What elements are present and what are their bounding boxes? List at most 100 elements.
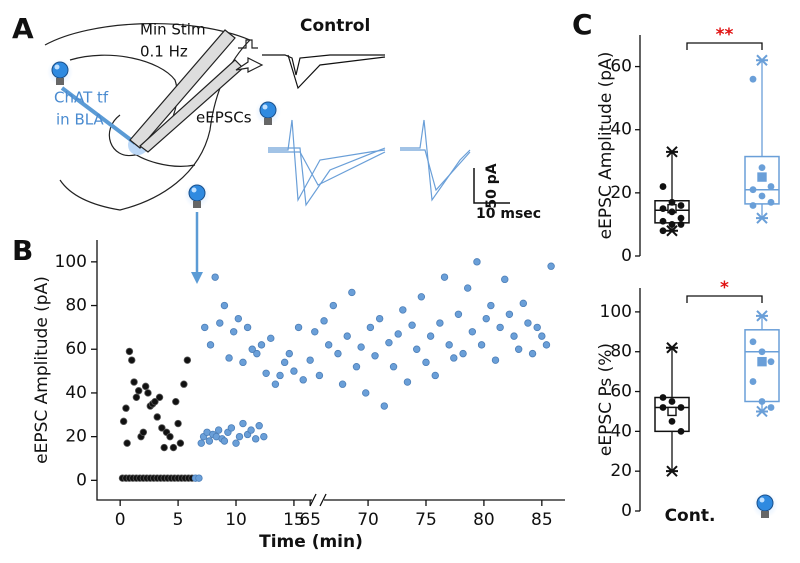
y-tick-label: 0 [621,246,632,266]
data-point [243,323,252,332]
data-point [758,192,766,200]
data-point [132,393,141,402]
data-point [767,183,775,190]
diagram-label: Min Stim [140,21,206,39]
data-point [659,183,667,190]
data-point [749,186,757,194]
data-point [172,397,180,406]
data-point [260,432,268,441]
data-point [205,437,214,445]
y-axis-label: eEPSC Amplitude (pA) [32,276,52,464]
y-axis-label: eEPSC Ps (%) [596,343,616,456]
scale-label: 10 msec [476,206,541,222]
data-point [505,310,514,318]
data-point [255,422,263,430]
data-point [271,380,280,388]
data-point [767,404,775,411]
x-tick-label: 0 [115,510,126,530]
data-point [169,443,178,452]
mean [757,172,767,182]
data-point [385,338,393,347]
data-point [677,221,685,228]
x-tick-label: 15 [283,510,305,530]
data-point [417,293,426,301]
data-point [519,299,527,308]
data-point [280,358,289,367]
data-point [533,323,541,332]
data-point [290,367,298,375]
y-tick-label: 20 [65,427,87,447]
data-point [123,439,131,447]
data-point [160,443,168,452]
x-tick-label: 80 [473,510,495,530]
data-point [324,341,333,349]
significance: * [720,278,729,298]
data-point [235,432,244,441]
data-point [338,380,347,388]
data-point [659,394,667,401]
data-point [122,404,130,412]
y-tick-label: 80 [65,296,87,316]
data-point [436,319,444,327]
data-point [176,439,185,447]
y-tick-label: 100 [600,302,632,322]
data-point [758,398,766,405]
data-point [239,419,247,428]
data-point [294,323,303,332]
data-point [767,198,775,206]
data-point [352,363,361,371]
data-point [315,371,324,380]
data-point [174,419,182,428]
data-point [139,428,148,436]
data-point [306,356,314,364]
arrow-head [191,272,203,284]
data-point [253,349,261,358]
data-point [413,345,421,353]
data-point [239,358,247,367]
data-point [510,332,518,340]
box [654,396,690,433]
data-point [119,417,128,426]
data-point [482,314,490,323]
y-tick-label: 0 [76,470,87,490]
data-point [431,371,439,380]
data-point [426,332,435,340]
data-point [227,424,236,432]
data-point [659,217,667,225]
y-tick-label: 40 [610,120,632,140]
x-tick-label: 85 [531,510,553,530]
data-point [677,427,685,435]
data-point [311,328,319,336]
panel-label: A [12,12,34,45]
light-icon [183,181,211,209]
y-tick-label: 100 [55,252,87,272]
x-tick-label: 65 [299,510,321,530]
diagram-label: 0.1 Hz [140,43,188,61]
data-point [491,356,500,364]
light-icon [46,58,74,86]
extreme-marker [756,310,768,322]
data-point [758,164,766,172]
data-point [528,349,537,358]
data-point [201,323,209,332]
data-point [677,404,685,411]
data-point [180,380,188,388]
y-tick-label: 60 [65,339,87,359]
data-point [285,349,293,358]
data-point [130,378,138,386]
box [744,155,780,205]
data-point [166,432,174,441]
data-point [220,301,229,310]
data-point [214,426,223,434]
data-point [366,323,375,332]
data-point [403,378,412,386]
x-tick-label: Cont. [665,506,716,526]
data-point [348,288,356,297]
data-point [125,347,134,356]
data-point [547,262,555,270]
data-point [668,208,676,216]
data-point [357,343,365,351]
data-point [375,314,384,323]
data-point [195,474,203,482]
